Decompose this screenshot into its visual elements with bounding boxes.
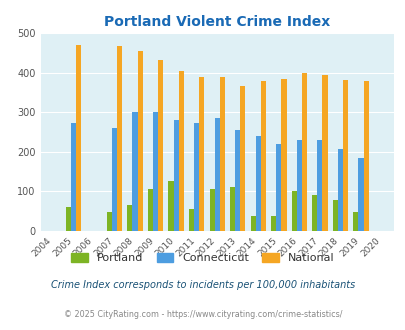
Bar (291, 191, 296, 231)
Bar (188, 209, 194, 231)
Bar (322, 75, 327, 231)
Bar (107, 213, 112, 231)
Bar (219, 77, 224, 231)
Bar (260, 81, 265, 231)
Title: Portland Violent Crime Index: Portland Violent Crime Index (104, 15, 330, 29)
Bar (230, 187, 234, 231)
Bar (337, 148, 342, 231)
Bar (71, 123, 76, 231)
Legend: Portland, Connecticut, National: Portland, Connecticut, National (67, 248, 338, 268)
Bar (352, 213, 358, 231)
Bar (317, 140, 322, 231)
Bar (112, 128, 117, 231)
Bar (199, 77, 204, 231)
Bar (234, 130, 240, 231)
Bar (117, 46, 122, 231)
Bar (66, 207, 71, 231)
Bar (271, 216, 275, 231)
Bar (173, 120, 178, 231)
Bar (147, 189, 153, 231)
Bar (362, 81, 368, 231)
Bar (275, 144, 281, 231)
Bar (332, 200, 337, 231)
Bar (168, 181, 173, 231)
Text: Crime Index corresponds to incidents per 100,000 inhabitants: Crime Index corresponds to incidents per… (51, 280, 354, 290)
Bar (132, 112, 137, 231)
Bar (240, 86, 245, 231)
Bar (178, 71, 183, 231)
Bar (153, 112, 158, 231)
Bar (137, 51, 143, 231)
Text: © 2025 CityRating.com - https://www.cityrating.com/crime-statistics/: © 2025 CityRating.com - https://www.city… (64, 310, 341, 319)
Bar (209, 189, 214, 231)
Bar (281, 79, 286, 231)
Bar (214, 118, 219, 231)
Bar (301, 73, 306, 231)
Bar (127, 205, 132, 231)
Bar (158, 60, 163, 231)
Bar (255, 136, 260, 231)
Bar (296, 140, 301, 231)
Bar (358, 158, 362, 231)
Bar (250, 216, 255, 231)
Bar (76, 45, 81, 231)
Bar (194, 123, 199, 231)
Bar (342, 80, 347, 231)
Bar (311, 195, 317, 231)
